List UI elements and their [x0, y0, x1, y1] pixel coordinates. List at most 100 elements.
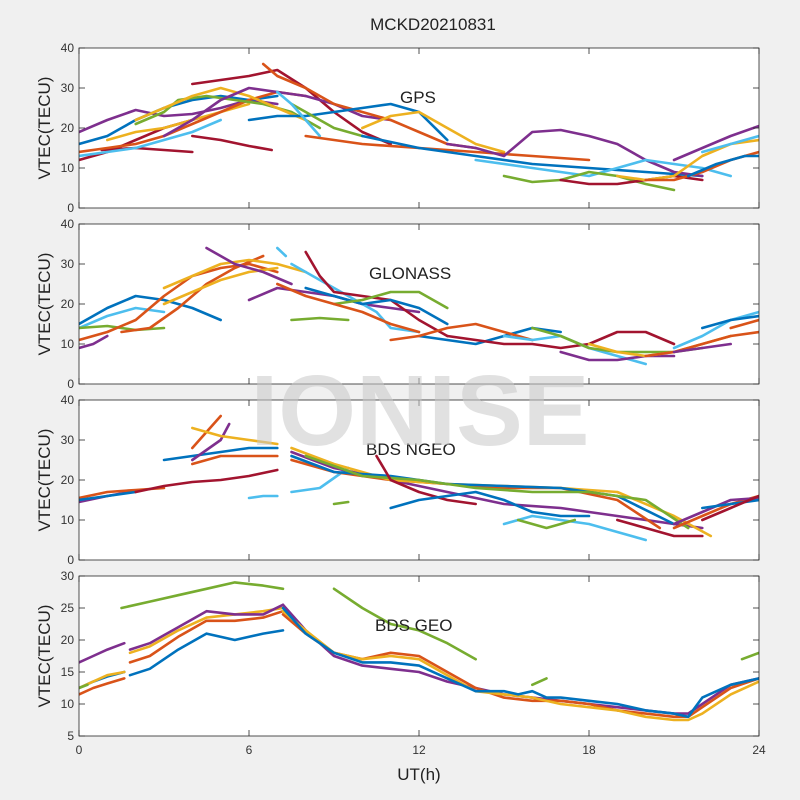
y-tick-label: 20: [61, 297, 75, 311]
series-line: [191, 134, 273, 152]
y-tick-label: 30: [61, 81, 75, 95]
series-line: [559, 350, 676, 362]
series-group: [79, 246, 759, 366]
figure-title: MCKD20210831: [370, 15, 496, 34]
y-axis-label: VTEC(TECU): [35, 429, 54, 532]
series-line: [290, 466, 350, 494]
panel-3: 0 10 20 30 40 VTEC(TECU) BDS NGEO: [35, 393, 760, 567]
y-tick-label: 40: [61, 217, 75, 231]
series-line: [79, 94, 279, 146]
series-group: [79, 62, 759, 192]
series-line: [134, 86, 307, 122]
y-tick-label: 10: [61, 161, 75, 175]
series-line: [79, 490, 137, 502]
x-tick-label: 12: [412, 743, 426, 757]
series-group: [79, 581, 759, 722]
series-line: [79, 294, 222, 326]
series-line: [205, 246, 293, 286]
series-line: [247, 494, 279, 500]
y-tick-label: 30: [61, 257, 75, 271]
series-line: [79, 306, 166, 330]
series-line: [281, 609, 759, 722]
series-line: [672, 124, 759, 162]
y-tick-label: 0: [67, 201, 74, 215]
series-line: [672, 342, 732, 354]
series-line: [276, 246, 288, 258]
series-line: [446, 330, 676, 350]
panel-label: GPS: [400, 88, 436, 107]
series-line: [559, 174, 704, 186]
y-tick-label: 40: [61, 393, 75, 407]
plot-area: [79, 48, 759, 208]
series-line: [502, 170, 676, 192]
series-line: [162, 258, 307, 290]
series-line: [276, 282, 421, 334]
x-tick-label: 0: [76, 743, 83, 757]
y-tick-label: 0: [67, 553, 74, 567]
series-line: [290, 316, 350, 322]
y-tick-label: 25: [61, 601, 75, 615]
y-axis-label: VTEC(TECU): [35, 605, 54, 708]
y-axis-label: VTEC(TECU): [35, 77, 54, 180]
series-line: [304, 134, 591, 162]
series-line: [516, 518, 577, 530]
series-line: [247, 102, 449, 142]
panel-label: BDS NGEO: [366, 440, 456, 459]
y-tick-label: 30: [61, 569, 75, 583]
series-line: [446, 128, 704, 178]
y-tick-label: 40: [61, 41, 75, 55]
series-line: [531, 677, 548, 687]
series-line: [128, 606, 285, 655]
series-line: [729, 318, 759, 330]
series-line: [128, 603, 285, 651]
series-line: [361, 134, 704, 178]
series-line: [79, 90, 307, 154]
y-tick-label: 20: [61, 121, 75, 135]
y-axis-label: VTEC(TECU): [35, 253, 54, 356]
series-line: [361, 110, 506, 154]
series-line: [672, 310, 759, 350]
series-line: [701, 314, 759, 330]
series-line: [686, 154, 759, 178]
series-line: [332, 500, 350, 506]
series-line: [128, 629, 285, 677]
series-line: [134, 468, 279, 494]
series-line: [191, 426, 279, 446]
series-line: [79, 683, 89, 690]
y-tick-label: 10: [61, 697, 75, 711]
series-line: [701, 494, 759, 522]
y-tick-label: 20: [61, 633, 75, 647]
panels: 0 10 20 30 40 VTEC(TECU) GPS 0 10 20 30 40 VTEC(TECU…: [35, 41, 766, 784]
series-line: [474, 158, 732, 178]
x-axis-label: UT(h): [397, 765, 440, 784]
series-line: [304, 454, 690, 530]
series-line: [304, 250, 449, 338]
y-tick-label: 0: [67, 377, 74, 391]
series-group: [79, 414, 759, 542]
y-tick-label: 30: [61, 433, 75, 447]
y-tick-label: 10: [61, 337, 75, 351]
series-line: [100, 146, 194, 154]
series-line: [120, 581, 285, 610]
y-tick-label: 10: [61, 513, 75, 527]
plot-area: [79, 224, 759, 384]
series-line: [79, 118, 222, 158]
series-line: [276, 90, 322, 138]
series-line: [701, 134, 759, 154]
watermark: IONISE: [251, 355, 590, 467]
x-tick-label: 18: [582, 743, 596, 757]
x-tick-label: 24: [752, 743, 766, 757]
y-tick-label: 15: [61, 665, 75, 679]
series-line: [290, 102, 364, 138]
series-line: [644, 330, 759, 358]
series-line: [740, 651, 759, 661]
series-line: [79, 677, 126, 696]
series-line: [191, 454, 279, 466]
series-line: [79, 334, 109, 350]
series-line: [375, 454, 477, 506]
y-tick-label: 20: [61, 473, 75, 487]
series-line: [304, 286, 449, 326]
series-line: [128, 609, 285, 664]
panel-2: 0 10 20 30 40 VTEC(TECU) GLONASS: [35, 217, 760, 391]
